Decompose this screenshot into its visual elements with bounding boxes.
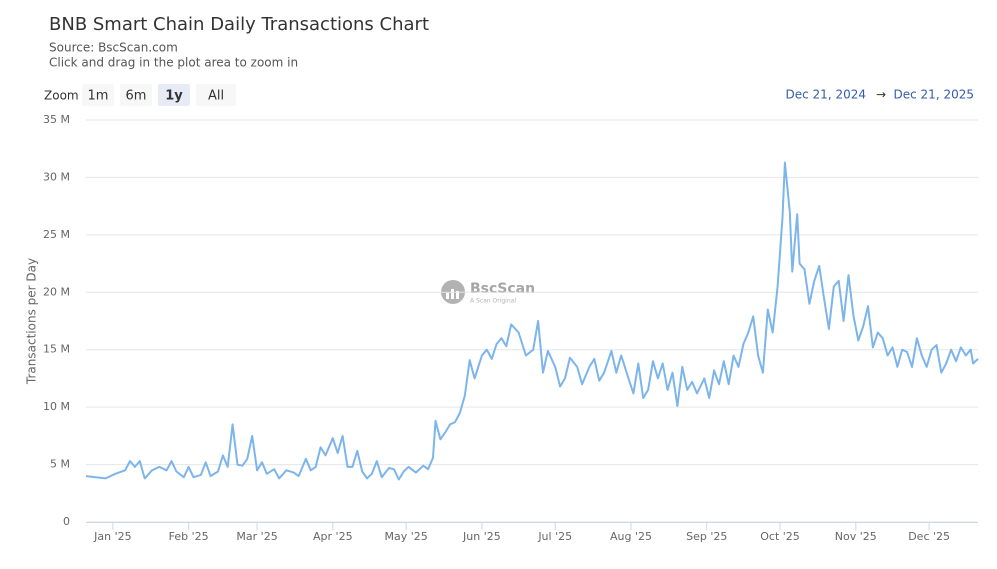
x-tick-label: Feb '25 (169, 530, 209, 543)
zoom-button-label[interactable]: All (208, 89, 224, 104)
watermark-name: BscScan (470, 281, 535, 297)
y-axis-title: Transactions per Day (25, 258, 39, 385)
y-tick-label: 25 M (43, 228, 70, 241)
y-tick-label: 20 M (43, 285, 70, 298)
x-tick-label: Nov '25 (835, 530, 877, 543)
y-tick-label: 0 (63, 515, 70, 528)
x-tick-label: Jul '25 (537, 530, 572, 543)
zoom-label: Zoom (44, 89, 79, 103)
zoom-button[interactable] (196, 84, 236, 106)
zoom-button[interactable] (158, 84, 190, 106)
watermark-icon (446, 289, 459, 299)
y-tick-label: 5 M (50, 458, 70, 471)
x-tick-label: May '25 (385, 530, 428, 543)
zoom-button[interactable] (120, 84, 152, 106)
x-tick-label: Oct '25 (760, 530, 800, 543)
range-separator: → (876, 88, 886, 102)
x-tick-label: Apr '25 (313, 530, 353, 543)
range-from[interactable]: Dec 21, 2024 (786, 88, 866, 102)
zoom-button[interactable] (82, 84, 114, 106)
x-tick-label: Jan '25 (93, 530, 131, 543)
zoom-button-label[interactable]: 1y (165, 89, 183, 104)
x-tick-label: Aug '25 (610, 530, 652, 543)
instruction: Click and drag in the plot area to zoom … (49, 56, 298, 70)
y-tick-label: 10 M (43, 400, 70, 413)
x-tick-label: Mar '25 (236, 530, 277, 543)
y-tick-label: 35 M (43, 113, 70, 126)
range-to[interactable]: Dec 21, 2025 (894, 88, 974, 102)
subtitle: Source: BscScan.com (49, 41, 178, 55)
x-tick-label: Dec '25 (908, 530, 950, 543)
watermark-tagline: A Scan Original (470, 298, 516, 305)
y-tick-label: 30 M (43, 170, 70, 183)
series-line (85, 161, 979, 481)
x-tick-label: Sep '25 (686, 530, 727, 543)
zoom-button-label[interactable]: 1m (88, 89, 109, 104)
y-tick-label: 15 M (43, 343, 70, 356)
zoom-button-label[interactable]: 6m (126, 89, 147, 104)
chart-title: BNB Smart Chain Daily Transactions Chart (49, 14, 429, 35)
x-tick-label: Jun '25 (462, 530, 501, 543)
